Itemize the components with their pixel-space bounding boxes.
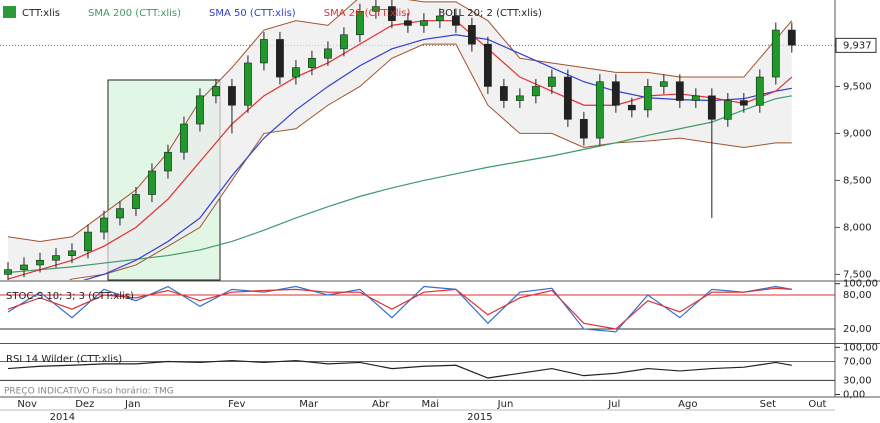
y-tick-label: 20,00 bbox=[843, 324, 872, 335]
candle-body bbox=[755, 76, 764, 106]
candle-body bbox=[164, 151, 172, 172]
candle-body bbox=[595, 81, 604, 139]
candle-body bbox=[196, 95, 204, 125]
candle-body bbox=[356, 10, 364, 36]
y-tick-label: 100,00 bbox=[843, 279, 878, 290]
candle-body bbox=[611, 81, 620, 106]
candle-body bbox=[324, 48, 332, 59]
x-tick-label: Mai bbox=[422, 399, 440, 410]
legend-entry[interactable]: SMA 20 (CTT:xlis) bbox=[324, 8, 411, 19]
indicator-line bbox=[7, 287, 792, 330]
candle-body bbox=[691, 95, 700, 101]
candle-body bbox=[68, 250, 76, 256]
candle-body bbox=[132, 194, 140, 209]
candle-body bbox=[100, 217, 108, 233]
candle-body bbox=[180, 123, 188, 153]
candle-body bbox=[244, 62, 252, 106]
candle-body bbox=[36, 259, 44, 266]
candle-body bbox=[723, 100, 732, 120]
candle-body bbox=[467, 25, 476, 45]
candle-body bbox=[388, 6, 396, 21]
candle-body bbox=[276, 39, 284, 78]
y-tick-label: 70,00 bbox=[843, 357, 872, 368]
y-tick-label: 100,00 bbox=[843, 342, 878, 353]
candle-body bbox=[260, 39, 268, 64]
indicator-line bbox=[7, 359, 792, 379]
candle-body bbox=[419, 20, 428, 26]
x-tick-label: Jun bbox=[497, 399, 514, 410]
candle-body bbox=[292, 67, 300, 78]
candle-body bbox=[212, 86, 220, 97]
x-tick-label: Jan bbox=[124, 399, 140, 410]
x-tick-label: Nov bbox=[17, 399, 37, 410]
candle-body bbox=[451, 15, 460, 26]
y-tick-label: 9,000 bbox=[843, 128, 872, 139]
candle-body bbox=[372, 6, 380, 12]
candle-body bbox=[675, 81, 684, 101]
y-tick-label: 9,500 bbox=[843, 81, 872, 92]
y-tick-label: 8,000 bbox=[843, 222, 872, 233]
x-tick-label: Ago bbox=[678, 399, 697, 410]
y-tick-label: 7,500 bbox=[843, 269, 872, 280]
symbol-icon[interactable] bbox=[3, 6, 16, 18]
x-tick-label: Jul bbox=[607, 399, 620, 410]
y-tick-label: 30,00 bbox=[843, 375, 872, 386]
candle-body bbox=[308, 57, 316, 68]
candle-body bbox=[739, 100, 748, 106]
indicator-line bbox=[7, 285, 792, 333]
candle-body bbox=[643, 86, 652, 111]
x-year-label: 2014 bbox=[50, 412, 75, 423]
footer-note: Fuso horário: TMG bbox=[92, 387, 174, 397]
candle-body bbox=[20, 264, 28, 270]
overlay-line bbox=[7, 95, 792, 274]
footer-note: PREÇO INDICATIVO bbox=[4, 387, 90, 397]
panel-title: STOC-S 10; 3; 3 (CTT:xlis) bbox=[6, 291, 134, 302]
overlay-line bbox=[82, 34, 792, 280]
candle-body bbox=[435, 15, 444, 21]
band-line bbox=[68, 43, 792, 280]
candle-body bbox=[52, 255, 60, 261]
candle-body bbox=[515, 95, 524, 101]
legend-entry[interactable]: BOLL 20; 2 (CTT:xlis) bbox=[438, 8, 542, 19]
y-tick-label: 0,00 bbox=[843, 390, 865, 401]
x-tick-label: Fev bbox=[228, 399, 245, 410]
candle-body bbox=[404, 20, 412, 26]
candle-body bbox=[116, 208, 124, 219]
y-tick-label: 80,00 bbox=[843, 290, 872, 301]
y-tick-label: 8,500 bbox=[843, 175, 872, 186]
candle-body bbox=[659, 81, 668, 87]
candle-body bbox=[787, 29, 796, 46]
candle-body bbox=[4, 269, 12, 275]
candle-body bbox=[563, 76, 572, 120]
last-price-box bbox=[835, 37, 877, 53]
candle-body bbox=[547, 76, 556, 87]
candle-body bbox=[148, 170, 156, 195]
panel-title: RSI 14 Wilder (CTT:xlis) bbox=[6, 354, 122, 365]
candle-body bbox=[771, 29, 780, 78]
band-line bbox=[7, 0, 793, 242]
candle-body bbox=[579, 119, 588, 139]
legend-entry[interactable]: SMA 200 (CTT:xlis) bbox=[88, 8, 181, 19]
candle-body bbox=[627, 104, 636, 111]
x-tick-label: Abr bbox=[372, 399, 390, 410]
x-tick-label: Out bbox=[808, 399, 826, 410]
candle-body bbox=[340, 34, 348, 50]
x-year-label: 2015 bbox=[467, 412, 492, 423]
x-tick-label: Set bbox=[760, 399, 777, 410]
candle-body bbox=[707, 95, 716, 120]
band-fill bbox=[7, 0, 792, 280]
candle-body bbox=[531, 86, 540, 97]
candle-body bbox=[499, 86, 508, 101]
legend-entry[interactable]: SMA 50 (CTT:xlis) bbox=[209, 8, 296, 19]
candle-body bbox=[228, 86, 236, 106]
legend-entry[interactable]: CTT:xlis bbox=[22, 8, 60, 19]
x-tick-label: Mar bbox=[299, 399, 319, 410]
candle-body bbox=[483, 43, 492, 87]
last-price-label: 9,937 bbox=[843, 40, 872, 51]
candle-body bbox=[84, 231, 92, 252]
x-tick-label: Dez bbox=[75, 399, 94, 410]
